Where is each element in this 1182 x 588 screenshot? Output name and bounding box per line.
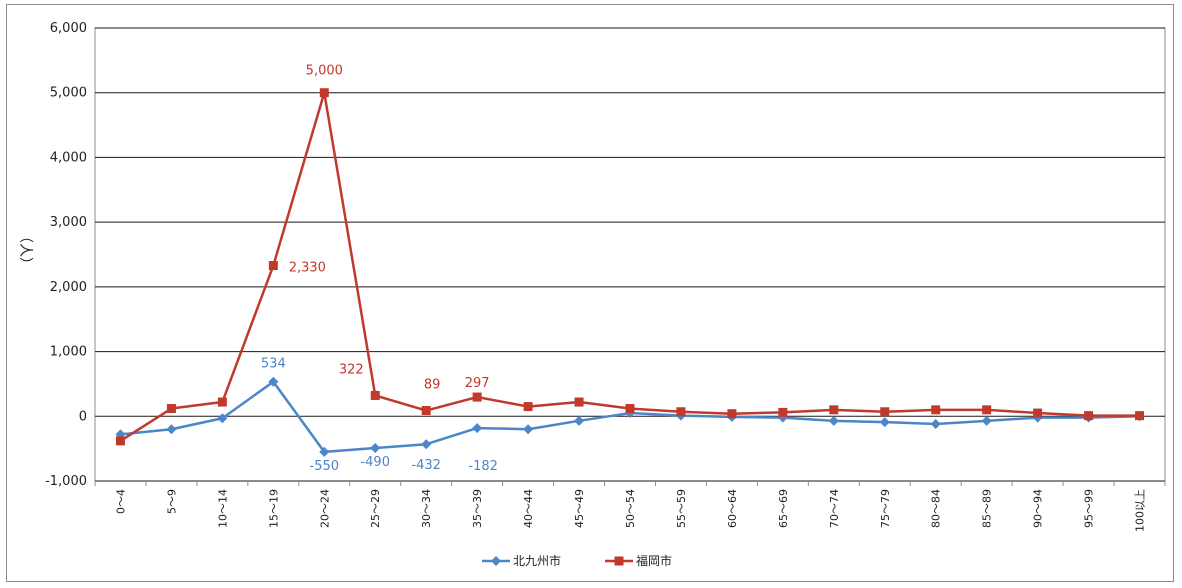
- data-label-fukuoka: 89: [424, 378, 441, 393]
- point-kitakyushu: [166, 424, 177, 435]
- y-tick-label: 5,000: [50, 86, 87, 101]
- point-fukuoka: [166, 404, 176, 414]
- point-fukuoka: [676, 407, 686, 417]
- x-tick-label: 30～34: [420, 489, 433, 528]
- point-fukuoka: [217, 397, 227, 407]
- x-tick-label: 60～64: [726, 489, 739, 528]
- data-label-fukuoka: 297: [465, 376, 490, 391]
- x-tick-label: 20～24: [318, 489, 331, 528]
- x-tick-label: 15～19: [267, 489, 280, 528]
- x-tick-label: 5～9: [165, 489, 178, 514]
- x-tick-label: 45～49: [573, 489, 586, 528]
- x-tick-label: 50～54: [624, 489, 637, 528]
- x-tick-label: 75～79: [879, 489, 892, 528]
- data-labels: 534 -550 -490 -432 -182 2,330 5,000 322 89 297: [261, 64, 498, 474]
- point-fukuoka: [829, 405, 839, 415]
- x-tick-label: 35～39: [471, 489, 484, 528]
- series-layer: [115, 88, 1145, 457]
- point-fukuoka: [370, 390, 380, 400]
- y-axis-title: （人）: [17, 229, 33, 271]
- data-label-fukuoka: 2,330: [289, 261, 326, 276]
- y-tick-label: 0: [79, 409, 87, 424]
- data-label-kitakyushu: -182: [468, 459, 498, 474]
- point-kitakyushu: [523, 424, 534, 435]
- point-kitakyushu: [930, 419, 941, 430]
- x-tick-label: 0～4: [114, 489, 127, 514]
- point-fukuoka: [625, 404, 635, 414]
- line-chart: -1,000 0 1,000 2,000 3,000 4,000 5,000 6,000 0～…: [17, 21, 1166, 568]
- legend: 北九州市 福岡市: [482, 553, 672, 568]
- chart-frame: -1,000 0 1,000 2,000 3,000 4,000 5,000 6,000 0～…: [6, 4, 1174, 582]
- data-label-fukuoka: 5,000: [306, 64, 343, 79]
- x-tick-label: 70～74: [828, 489, 841, 528]
- point-fukuoka: [1135, 411, 1145, 421]
- data-label-fukuoka: 322: [339, 362, 364, 377]
- point-fukuoka: [931, 405, 941, 415]
- point-kitakyushu: [370, 442, 381, 453]
- point-fukuoka: [472, 392, 482, 402]
- point-kitakyushu: [268, 376, 279, 387]
- point-fukuoka: [1033, 408, 1043, 418]
- point-fukuoka: [727, 409, 737, 419]
- legend-marker-kitakyushu: [491, 556, 501, 566]
- y-tick-label: 3,000: [50, 215, 87, 230]
- data-label-kitakyushu: -432: [411, 458, 441, 473]
- legend-marker-fukuoka: [614, 556, 624, 566]
- point-kitakyushu: [217, 413, 228, 424]
- point-fukuoka: [421, 406, 431, 416]
- point-fukuoka: [982, 405, 992, 415]
- x-tick-label: 65～69: [777, 489, 790, 528]
- point-kitakyushu: [319, 446, 330, 457]
- legend-label-fukuoka: 福岡市: [636, 553, 672, 568]
- point-fukuoka: [778, 407, 788, 417]
- x-tick-label: 85～89: [981, 489, 994, 528]
- point-kitakyushu: [574, 415, 585, 426]
- point-fukuoka: [268, 261, 278, 271]
- x-axis: 0～4 5～9 10～14 15～19 20～24 25～29 30～34 35～39 40～4…: [94, 481, 1166, 532]
- y-tick-label: 2,000: [50, 280, 87, 295]
- x-tick-label: 90～94: [1032, 489, 1045, 528]
- legend-label-kitakyushu: 北九州市: [513, 553, 561, 568]
- x-tick-label: 100以上: [1134, 489, 1147, 532]
- y-tick-label: 4,000: [50, 150, 87, 165]
- x-tick-label: 10～14: [216, 489, 229, 528]
- data-label-kitakyushu: -490: [360, 455, 390, 470]
- x-tick-label: 80～84: [930, 489, 943, 528]
- y-tick-label: 6,000: [50, 21, 87, 36]
- point-fukuoka: [319, 88, 329, 98]
- point-kitakyushu: [981, 415, 992, 426]
- x-tick-label: 25～29: [369, 489, 382, 528]
- point-kitakyushu: [879, 417, 890, 428]
- x-tick-label: 40～44: [522, 489, 535, 528]
- point-fukuoka: [115, 436, 125, 446]
- y-tick-label: -1,000: [45, 474, 87, 489]
- point-fukuoka: [880, 407, 890, 417]
- x-tick-label: 95～99: [1083, 489, 1096, 528]
- data-label-kitakyushu: -550: [310, 459, 340, 474]
- y-axis: -1,000 0 1,000 2,000 3,000 4,000 5,000 6,000: [45, 21, 87, 489]
- point-fukuoka: [574, 397, 584, 407]
- point-fukuoka: [1084, 411, 1094, 421]
- point-kitakyushu: [421, 439, 432, 450]
- point-fukuoka: [523, 402, 533, 412]
- point-kitakyushu: [472, 423, 483, 434]
- y-tick-label: 1,000: [50, 345, 87, 360]
- data-label-kitakyushu: 534: [261, 357, 286, 372]
- point-kitakyushu: [828, 415, 839, 426]
- x-tick-label: 55～59: [675, 489, 688, 528]
